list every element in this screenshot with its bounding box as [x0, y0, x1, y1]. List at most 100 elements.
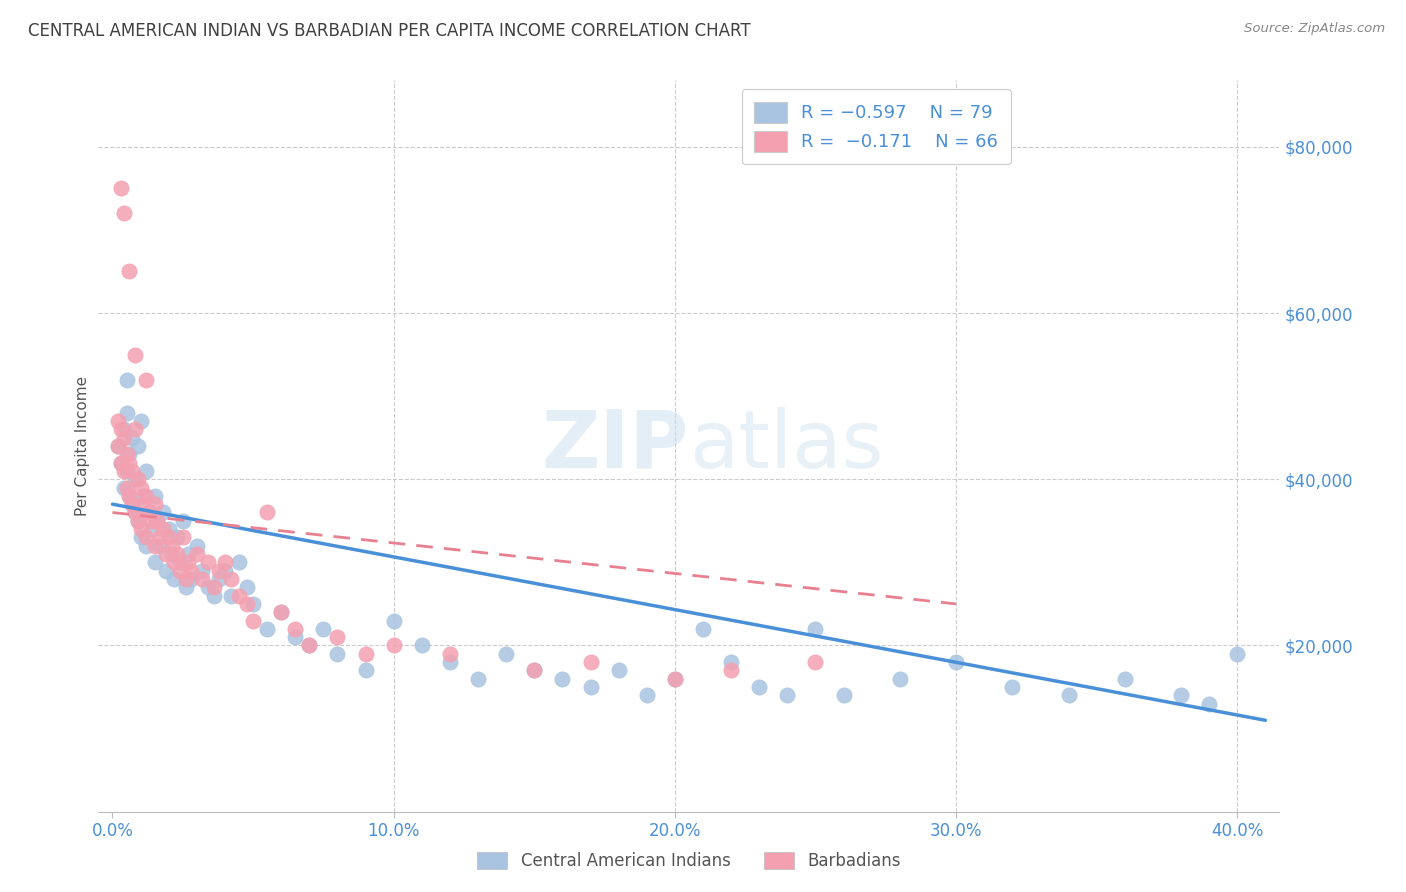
- Point: [256, 506, 278, 520]
- Point: [191, 564, 214, 578]
- Text: atlas: atlas: [689, 407, 883, 485]
- Point: [135, 372, 157, 386]
- Point: [579, 655, 602, 669]
- Point: [228, 555, 250, 569]
- Point: [202, 589, 225, 603]
- Point: [1114, 672, 1136, 686]
- Point: [1198, 697, 1220, 711]
- Point: [143, 555, 166, 569]
- Point: [135, 530, 157, 544]
- Point: [169, 555, 191, 569]
- Point: [214, 564, 236, 578]
- Point: [141, 514, 163, 528]
- Point: [1001, 680, 1024, 694]
- Point: [121, 497, 143, 511]
- Point: [832, 689, 855, 703]
- Point: [219, 589, 242, 603]
- Point: [177, 547, 200, 561]
- Point: [1226, 647, 1249, 661]
- Point: [208, 572, 231, 586]
- Point: [607, 664, 630, 678]
- Point: [748, 680, 770, 694]
- Point: [174, 572, 197, 586]
- Point: [208, 564, 231, 578]
- Point: [127, 514, 149, 528]
- Point: [112, 464, 135, 478]
- Point: [169, 564, 191, 578]
- Point: [382, 639, 405, 653]
- Point: [439, 647, 461, 661]
- Point: [312, 622, 335, 636]
- Point: [118, 447, 141, 461]
- Point: [172, 514, 194, 528]
- Point: [115, 406, 138, 420]
- Point: [118, 489, 141, 503]
- Point: [214, 555, 236, 569]
- Point: [439, 655, 461, 669]
- Point: [804, 655, 827, 669]
- Point: [146, 514, 169, 528]
- Point: [129, 522, 152, 536]
- Point: [228, 589, 250, 603]
- Point: [1170, 689, 1192, 703]
- Legend: Central American Indians, Barbadians: Central American Indians, Barbadians: [471, 845, 907, 877]
- Point: [166, 530, 188, 544]
- Point: [115, 447, 138, 461]
- Point: [166, 547, 188, 561]
- Point: [186, 547, 208, 561]
- Point: [112, 422, 135, 436]
- Point: [354, 664, 377, 678]
- Point: [124, 506, 146, 520]
- Point: [135, 464, 157, 478]
- Point: [411, 639, 433, 653]
- Point: [889, 672, 911, 686]
- Point: [118, 489, 141, 503]
- Point: [579, 680, 602, 694]
- Point: [107, 439, 129, 453]
- Point: [121, 464, 143, 478]
- Point: [110, 456, 132, 470]
- Text: CENTRAL AMERICAN INDIAN VS BARBADIAN PER CAPITA INCOME CORRELATION CHART: CENTRAL AMERICAN INDIAN VS BARBADIAN PER…: [28, 22, 751, 40]
- Point: [112, 481, 135, 495]
- Point: [115, 464, 138, 478]
- Point: [127, 472, 149, 486]
- Point: [129, 530, 152, 544]
- Point: [124, 472, 146, 486]
- Point: [382, 614, 405, 628]
- Point: [155, 564, 177, 578]
- Point: [326, 647, 349, 661]
- Point: [636, 689, 658, 703]
- Point: [157, 522, 180, 536]
- Point: [127, 439, 149, 453]
- Point: [110, 422, 132, 436]
- Point: [326, 630, 349, 644]
- Point: [143, 497, 166, 511]
- Text: Source: ZipAtlas.com: Source: ZipAtlas.com: [1244, 22, 1385, 36]
- Point: [152, 506, 174, 520]
- Point: [138, 506, 160, 520]
- Point: [129, 414, 152, 428]
- Point: [270, 605, 292, 619]
- Point: [107, 414, 129, 428]
- Point: [112, 431, 135, 445]
- Point: [664, 672, 686, 686]
- Point: [720, 664, 742, 678]
- Point: [186, 539, 208, 553]
- Point: [523, 664, 546, 678]
- Point: [551, 672, 574, 686]
- Point: [197, 555, 219, 569]
- Point: [124, 422, 146, 436]
- Point: [219, 572, 242, 586]
- Point: [121, 431, 143, 445]
- Point: [804, 622, 827, 636]
- Point: [149, 530, 172, 544]
- Point: [495, 647, 517, 661]
- Text: ZIP: ZIP: [541, 407, 689, 485]
- Point: [191, 572, 214, 586]
- Point: [135, 489, 157, 503]
- Point: [149, 539, 172, 553]
- Point: [523, 664, 546, 678]
- Point: [163, 555, 186, 569]
- Point: [124, 348, 146, 362]
- Point: [124, 506, 146, 520]
